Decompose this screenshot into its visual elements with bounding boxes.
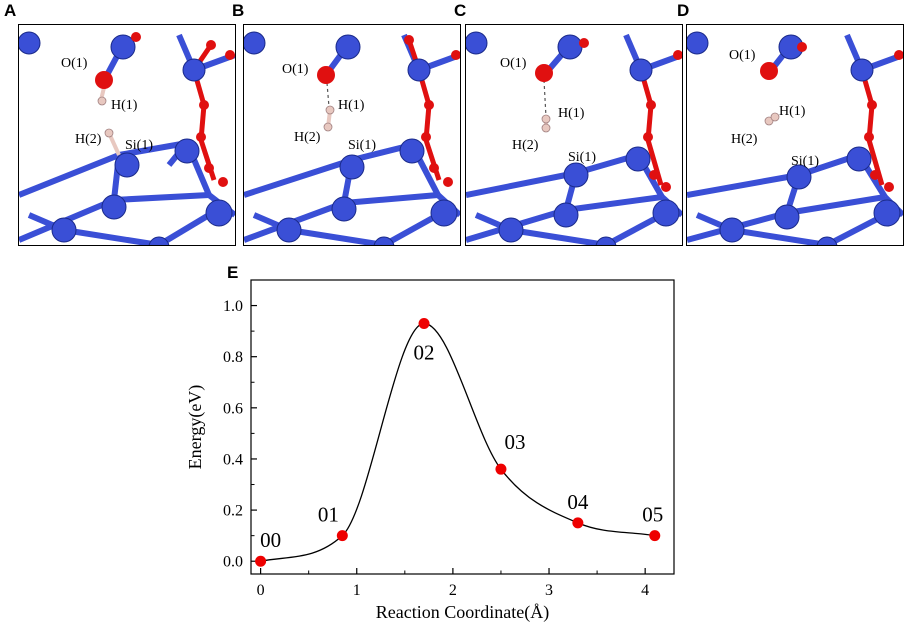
si-atoms xyxy=(19,31,233,245)
data-point xyxy=(418,317,430,329)
h-atoms xyxy=(97,96,114,138)
panel-letter-c: C xyxy=(454,1,467,20)
x-tick-label: 3 xyxy=(545,582,553,599)
data-point-label: 04 xyxy=(567,490,589,514)
y-tick-label: 1.0 xyxy=(223,298,243,315)
data-point-label: 01 xyxy=(318,503,339,527)
panel-letter-d: D xyxy=(677,1,690,20)
structure-image-a: O(1) H(1) H(2) Si(1) xyxy=(19,31,235,245)
o-atoms xyxy=(95,32,235,187)
panel-letter-e: E xyxy=(227,263,239,282)
y-tick-label: 0.4 xyxy=(223,451,243,468)
y-tick-label: 0.2 xyxy=(223,503,243,520)
data-point-label: 03 xyxy=(504,430,525,454)
h2-label: H(2) xyxy=(512,138,539,153)
structure-panel-a: O(1) H(1) H(2) Si(1) xyxy=(18,24,236,246)
si1-label: Si(1) xyxy=(568,150,596,165)
structure-image-d: O(1) H(1) H(2) Si(1) xyxy=(687,31,903,245)
data-point-label: 00 xyxy=(260,528,281,552)
h1-label: H(1) xyxy=(779,104,806,119)
y-tick-label: 0.8 xyxy=(223,349,243,366)
structure-panel-c: O(1) H(1) H(2) Si(1) xyxy=(465,24,683,246)
plot-frame xyxy=(250,279,675,575)
h1-label: H(1) xyxy=(558,106,585,121)
axis-ticks: 0 1 2 3 40.00.20.40.60.81.0 xyxy=(223,298,649,599)
data-point xyxy=(649,530,661,542)
si1-label: Si(1) xyxy=(791,154,819,169)
structure-panel-b: O(1) H(1) H(2) Si(1) xyxy=(243,24,461,246)
si1-label: Si(1) xyxy=(125,138,153,153)
data-point-label: 05 xyxy=(642,503,663,527)
o1-label: O(1) xyxy=(729,48,756,63)
h2-label: H(2) xyxy=(731,132,758,147)
h1-label: H(1) xyxy=(111,98,138,113)
structure-image-c: O(1) H(1) H(2) Si(1) xyxy=(466,31,682,245)
structure-panel-d: O(1) H(1) H(2) Si(1) xyxy=(686,24,904,246)
data-point xyxy=(495,463,507,475)
x-tick-label: 4 xyxy=(641,582,649,599)
x-tick-label: 2 xyxy=(449,582,457,599)
h2-label: H(2) xyxy=(294,130,321,145)
x-tick-label: 0 xyxy=(257,582,265,599)
data-point-label: 02 xyxy=(414,340,435,364)
y-tick-label: 0.0 xyxy=(223,554,243,571)
h1-label: H(1) xyxy=(338,98,365,113)
data-point xyxy=(572,517,584,529)
panel-letter-a: A xyxy=(4,1,17,20)
si1-label: Si(1) xyxy=(348,138,376,153)
o1-label: O(1) xyxy=(282,62,309,77)
panel-letter-b: B xyxy=(232,1,245,20)
y-tick-label: 0.6 xyxy=(223,400,243,417)
y-axis-label: Energy(eV) xyxy=(185,385,206,470)
h2-label: H(2) xyxy=(75,132,102,147)
o1-label: O(1) xyxy=(61,56,88,71)
x-tick-label: 1 xyxy=(353,582,361,599)
data-point xyxy=(336,530,348,542)
x-axis-label: Reaction Coordinate(Å) xyxy=(376,602,549,623)
structure-image-b: O(1) H(1) H(2) Si(1) xyxy=(244,31,460,245)
o1-label: O(1) xyxy=(500,56,527,71)
data-point xyxy=(255,555,267,567)
